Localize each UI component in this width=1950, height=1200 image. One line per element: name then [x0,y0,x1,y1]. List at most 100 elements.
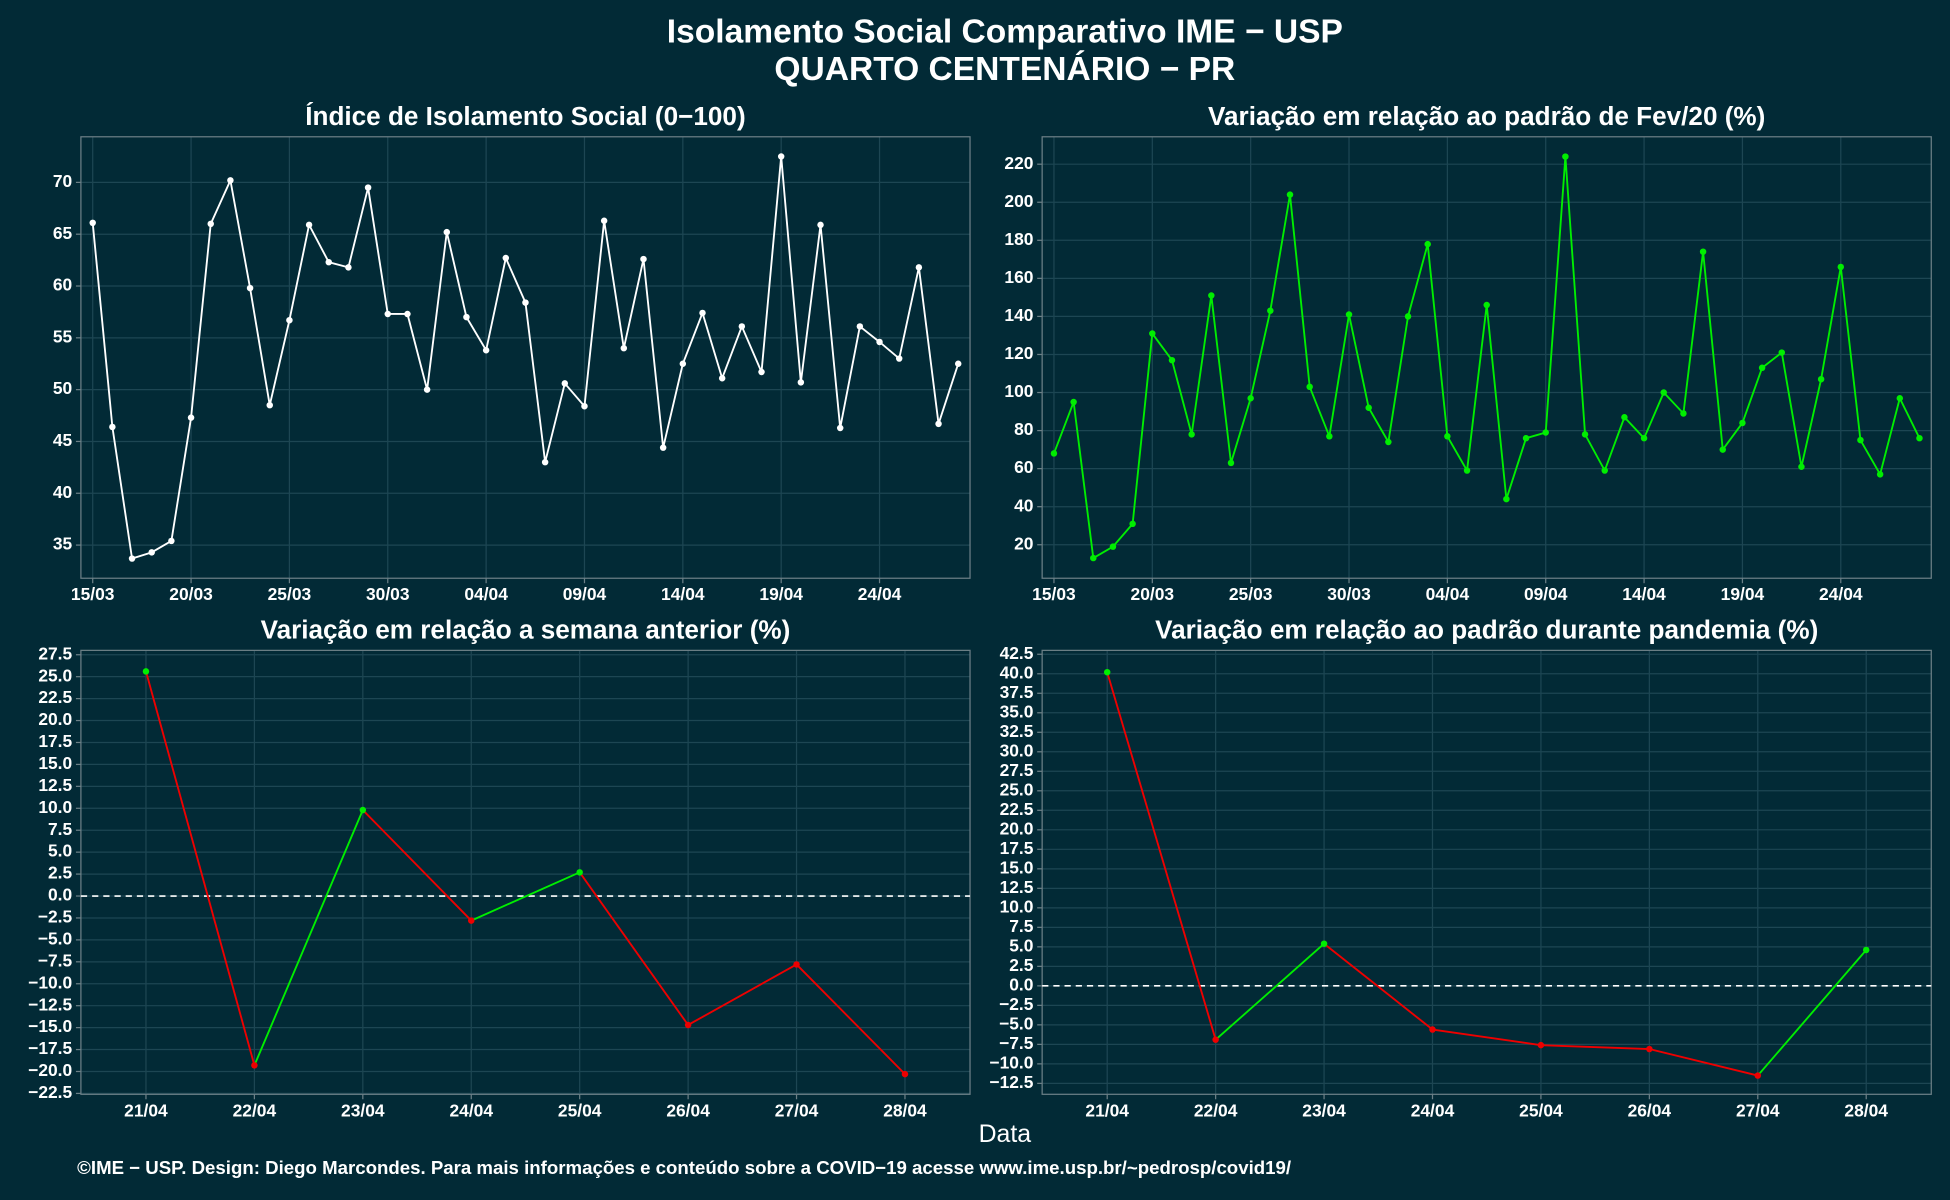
data-point [1754,1072,1762,1079]
y-tick-label: 12.5 [1000,877,1034,897]
data-point [1326,433,1333,440]
data-segment [687,963,797,1026]
y-tick-label: −5.0 [999,1013,1033,1033]
x-tick-label: 27/04 [1736,1100,1780,1120]
data-point [1699,248,1707,255]
y-tick-label: −12.5 [28,994,72,1014]
data-point [168,537,175,545]
data-point [109,423,116,431]
y-tick-label: 50 [53,378,72,398]
y-tick-label: −22.5 [28,1082,72,1102]
y-tick-label: 0.0 [48,885,72,905]
y-tick-label: 7.5 [1009,916,1034,936]
data-point [384,310,392,318]
y-tick-label: 27.5 [1000,760,1034,780]
y-tick-label: 5.0 [48,841,72,861]
data-point [1601,467,1608,474]
data-point [404,310,411,318]
data-point [128,555,136,562]
chart-subtitle: QUARTO CENTENÁRIO − PR [774,50,1235,88]
data-point [1103,668,1111,676]
data-point [142,668,150,675]
y-tick-label: −2.5 [999,994,1034,1014]
data-point [1267,307,1274,314]
y-tick-label: 22.5 [1000,799,1034,819]
y-tick-label: −17.5 [28,1038,72,1058]
data-point [187,414,195,421]
data-point [1444,433,1451,440]
y-tick-label: −12.5 [989,1072,1033,1092]
data-segment [253,809,364,1066]
x-tick-label: 20/03 [1131,584,1175,604]
data-point [1429,1026,1436,1033]
data-point [1424,240,1431,248]
data-point [1680,410,1687,417]
y-tick-label: 80 [1014,419,1033,439]
data-point [620,344,628,352]
plot-frame [80,136,971,579]
data-point [1188,431,1195,438]
panel-title: Índice de Isolamento Social (0−100) [305,101,745,131]
data-segment [795,963,906,1075]
data-point [1758,364,1766,372]
x-tick-label: 21/04 [124,1100,168,1120]
data-point [1522,434,1530,442]
x-tick-label: 09/04 [563,584,607,604]
x-tick-label: 20/03 [169,584,213,604]
x-tick-label: 24/04 [449,1100,493,1120]
data-point [718,375,726,382]
x-tick-label: 09/04 [1524,584,1568,604]
y-tick-label: 180 [1004,229,1033,249]
data-point [359,806,367,814]
x-tick-label: 14/04 [661,584,705,604]
y-tick-label: 120 [1004,343,1033,363]
panel-title: Variação em relação a semana anterior (%… [261,615,791,645]
data-point [423,386,431,393]
data-point [1876,471,1884,478]
data-point [502,254,510,262]
data-point [1896,394,1904,402]
footer: ©IME − USP. Design: Diego Marcondes. Par… [77,1157,1291,1178]
data-point [684,1021,692,1029]
y-tick-label: −10.0 [989,1052,1033,1072]
data-point [561,380,569,387]
data-point [246,284,254,292]
plot-frame [1041,136,1932,579]
x-tick-label: 04/04 [464,584,508,604]
data-point [1227,459,1235,467]
plot-frame [1041,649,1932,1095]
data-point [758,368,765,376]
data-point [1739,419,1746,427]
y-tick-label: 2.5 [1009,955,1034,975]
data-point [541,458,549,466]
y-tick-label: 60 [53,275,72,295]
y-tick-label: 20.0 [1000,818,1034,838]
y-tick-label: 20.0 [38,709,72,729]
data-segment [362,809,472,922]
data-point [522,299,529,306]
y-tick-label: 5.0 [1009,935,1033,955]
x-tick-label: 04/04 [1426,584,1470,604]
data-point [1129,520,1136,528]
y-tick-label: 200 [1004,191,1033,211]
x-tick-label: 19/04 [759,584,803,604]
data-point [1090,554,1097,562]
data-segment [1215,943,1325,1041]
data-segment [1106,671,1217,1040]
y-tick-label: −10.0 [28,972,72,992]
x-tick-label: 26/04 [1628,1100,1672,1120]
data-point [1286,191,1294,198]
data-point [640,255,647,263]
y-tick-label: 55 [53,326,73,346]
y-tick-label: 140 [1004,305,1033,325]
data-point [1817,375,1825,383]
data-point [576,869,583,876]
y-tick-label: 15.0 [1000,857,1034,877]
y-tick-label: 17.5 [1000,838,1034,858]
data-point [1537,1041,1545,1049]
data-point [1916,434,1923,442]
y-tick-label: −5.0 [38,928,72,948]
data-point [679,360,687,367]
